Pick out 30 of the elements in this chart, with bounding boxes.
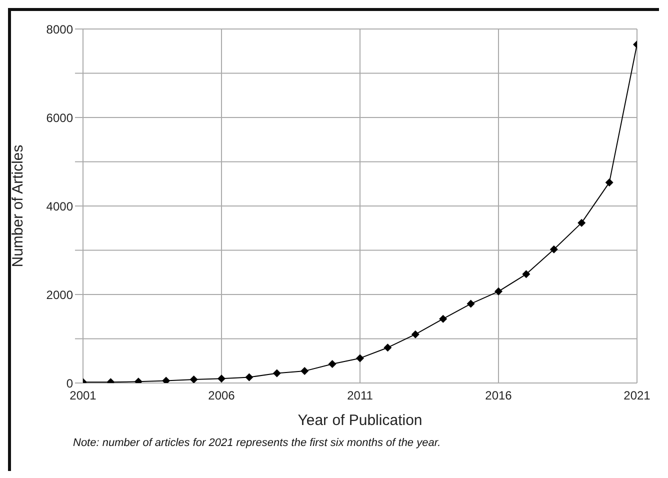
y-tick-label: 2000 <box>46 288 74 302</box>
point <box>550 245 558 254</box>
point <box>578 218 586 227</box>
x-tick-label: 2001 <box>70 388 97 403</box>
point <box>218 374 226 383</box>
point <box>190 375 198 383</box>
point <box>384 344 392 352</box>
point <box>522 270 530 278</box>
y-tick-label: 8000 <box>46 22 74 36</box>
x-tick-label: 2021 <box>624 388 651 403</box>
point <box>328 360 336 368</box>
point <box>411 330 420 338</box>
y-tick-label: 6000 <box>46 110 74 125</box>
point <box>466 300 475 308</box>
x-axis-title: Year of Publication <box>298 412 422 429</box>
point <box>494 287 502 296</box>
text: Note: number of articles for 2021 represents the first six months of the year. <box>73 437 441 449</box>
point <box>439 314 448 323</box>
x-tick-label: 2016 <box>485 388 512 403</box>
y-axis-title: Number of Articles <box>9 144 26 268</box>
point <box>272 369 281 378</box>
point <box>300 367 309 376</box>
x-tick-label: 2006 <box>208 388 236 403</box>
point <box>356 354 364 362</box>
point <box>605 178 614 187</box>
y-tick-label: 4000 <box>46 199 74 214</box>
x-tick-label: 2011 <box>347 388 374 403</box>
point <box>245 373 254 382</box>
y-tick-label: 0 <box>66 376 74 390</box>
point <box>162 376 170 383</box>
